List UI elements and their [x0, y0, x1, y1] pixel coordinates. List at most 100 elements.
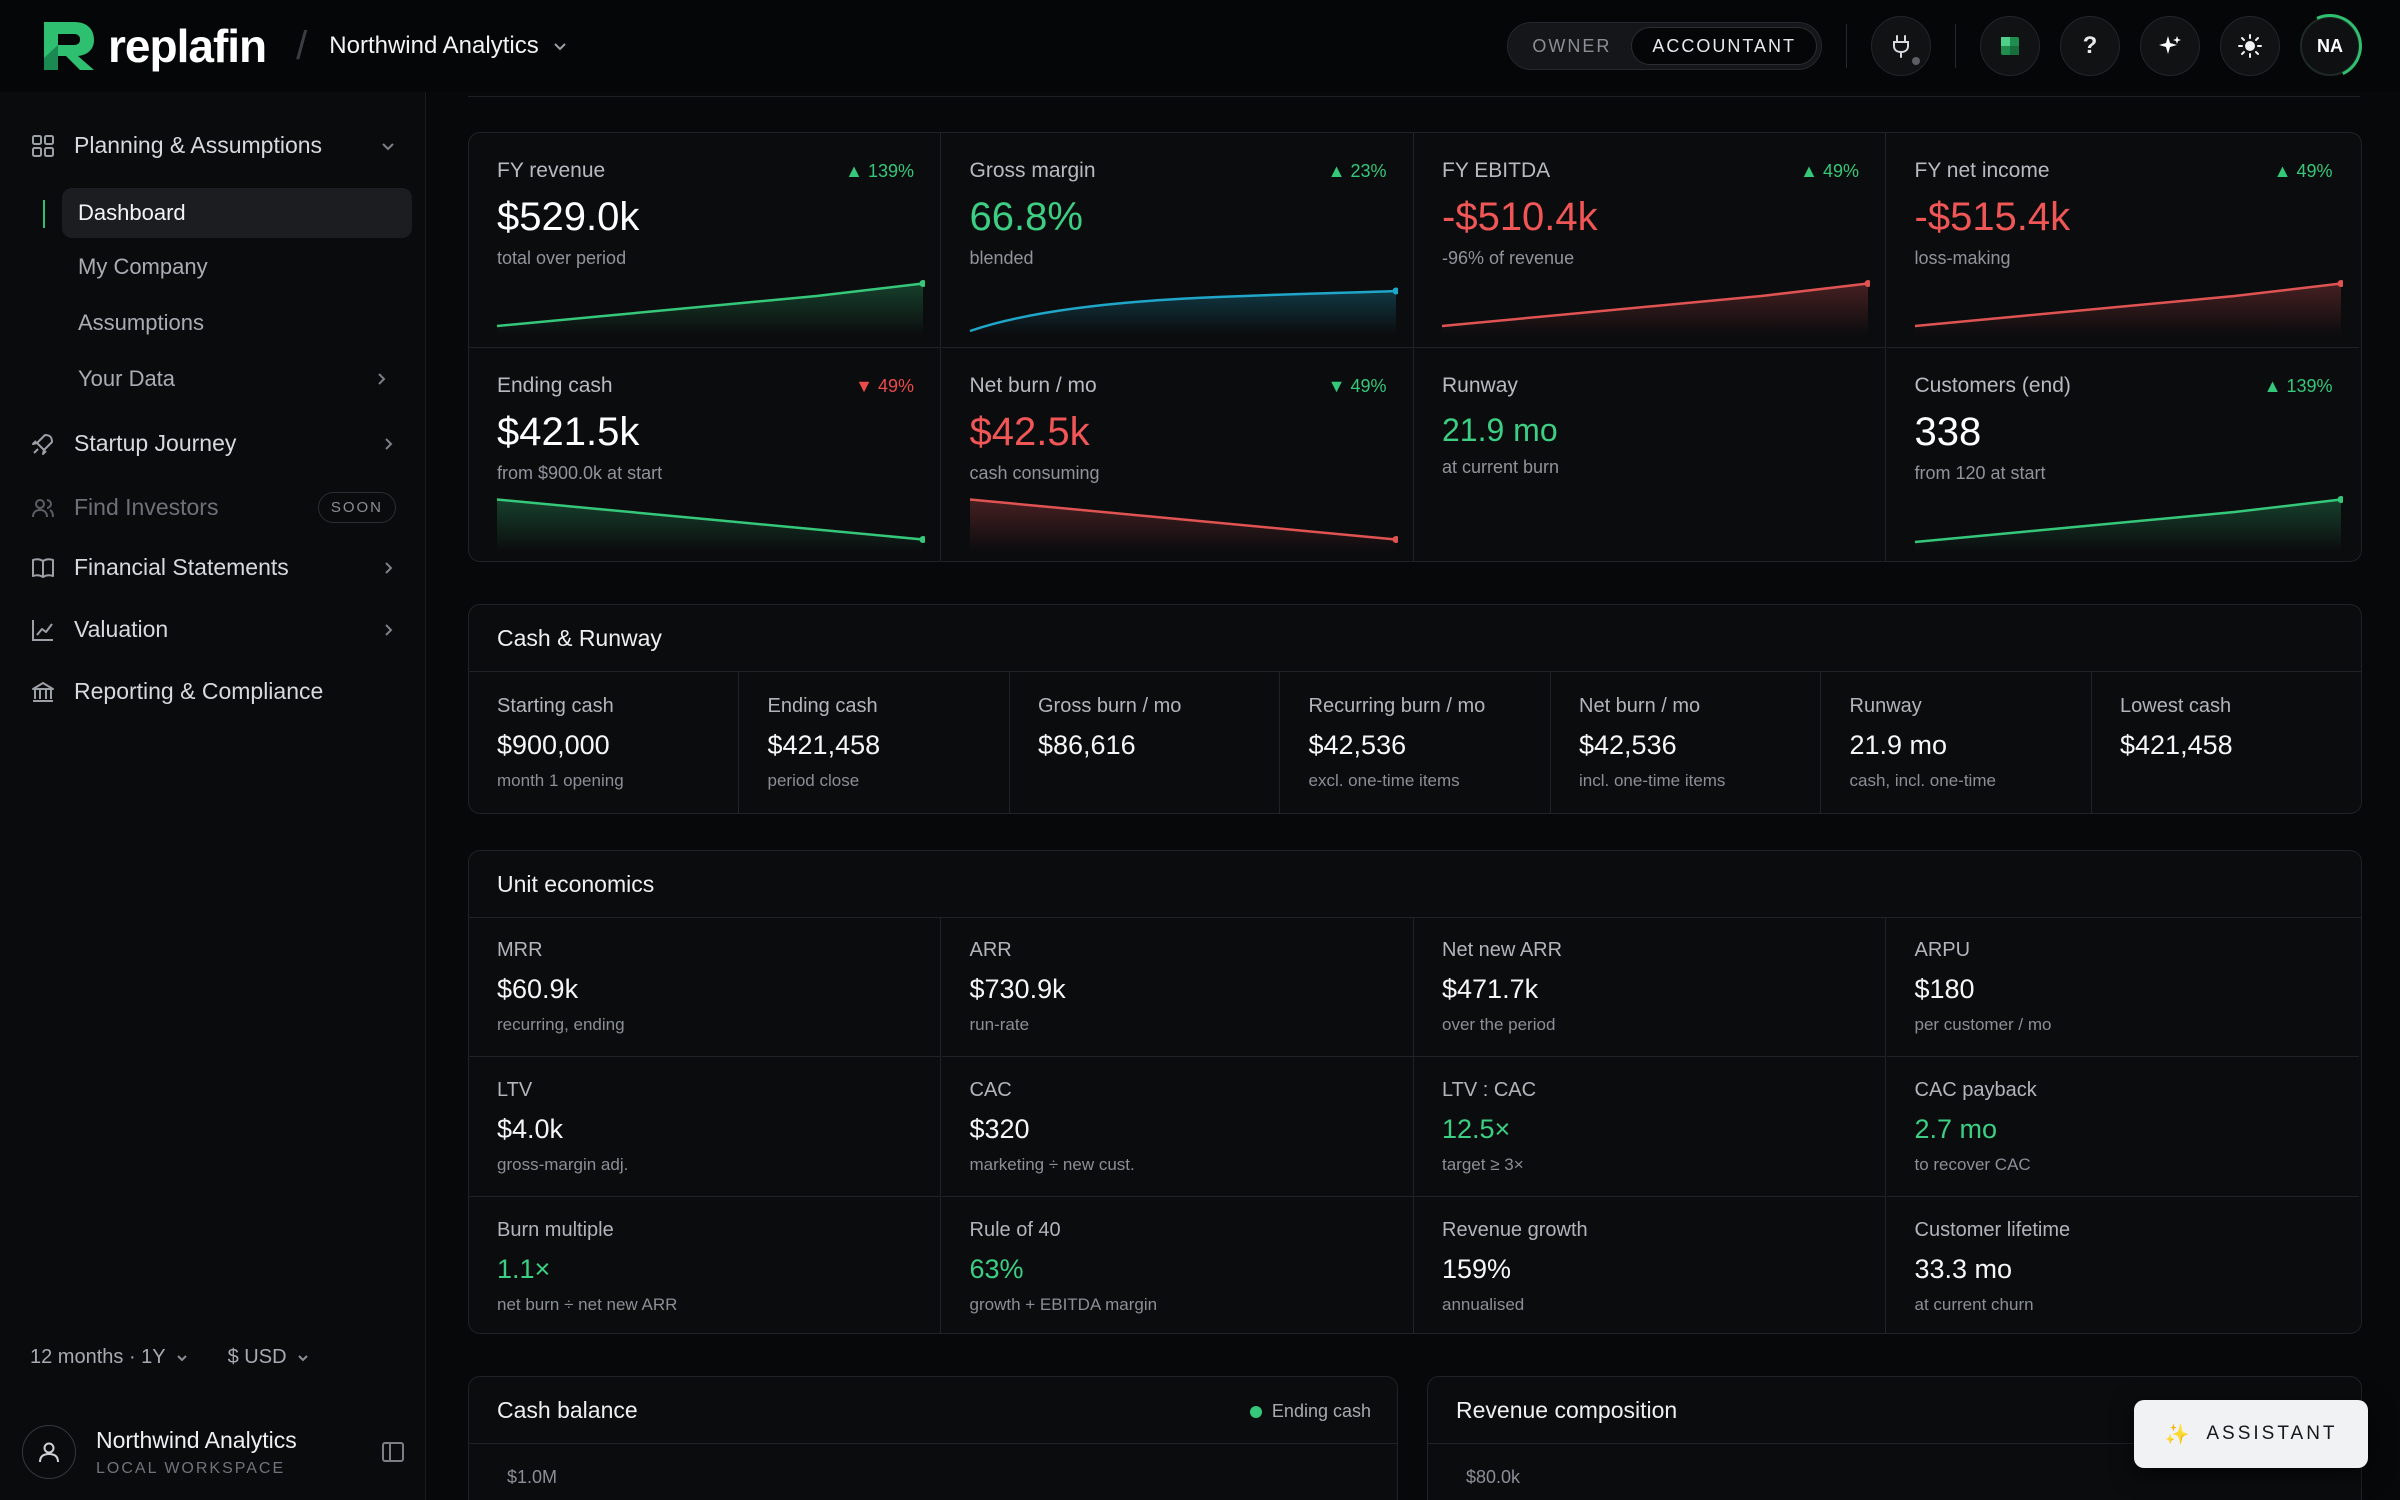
nav-label: Reporting & Compliance [74, 678, 324, 704]
role-owner[interactable]: OWNER [1532, 35, 1612, 56]
cash-balance-card: Cash balance Ending cash $1.0M [468, 1376, 1398, 1500]
metric-value: $86,616 [1038, 730, 1136, 760]
metric-cell: Rule of 40 63% growth + EBITDA margin [942, 1197, 1414, 1333]
sidebar-item-dashboard[interactable]: Dashboard [62, 188, 412, 238]
metric-note: at current churn [1914, 1295, 2034, 1314]
sparkline-end-dot [919, 280, 925, 287]
metric-note: month 1 opening [497, 771, 624, 790]
nav-startup-journey[interactable]: Startup Journey [30, 430, 396, 457]
metric-cell: Net burn / mo $42,536 incl. one-time items [1551, 671, 1821, 813]
metric-note: run-rate [969, 1015, 1030, 1034]
logo-mark-icon [44, 22, 94, 70]
kpi-card[interactable]: FY net income ▲ 49% -$515.4k loss-making [1886, 133, 2359, 348]
kpi-value: -$515.4k [1914, 195, 2071, 239]
logo[interactable]: replafin [40, 18, 267, 74]
help-button[interactable]: ? [2060, 16, 2120, 76]
plug-icon [1893, 35, 1909, 58]
divider [469, 917, 2361, 918]
sparkline-end-dot [1392, 287, 1398, 295]
sparkline [969, 498, 1398, 551]
rocket-icon [32, 433, 53, 455]
company-name: Northwind Analytics [329, 32, 539, 59]
metric-value: 21.9 mo [1849, 730, 1948, 760]
book-icon [32, 557, 54, 578]
metric-note: growth + EBITDA margin [969, 1295, 1158, 1314]
sidebar-item-assumptions[interactable]: Assumptions [62, 298, 412, 348]
kpi-value: 21.9 mo [1442, 412, 1558, 448]
kpi-label: FY net income [1914, 159, 2050, 182]
kpi-note: -96% of revenue [1442, 248, 1575, 268]
metric-value: 1.1× [497, 1254, 551, 1284]
metric-label: Runway [1849, 695, 1922, 717]
metric-value: 159% [1442, 1254, 1512, 1284]
header-divider: / [296, 23, 308, 68]
chart-title: Revenue composition [1456, 1397, 1678, 1423]
nav-financial-statements[interactable]: Financial Statements [30, 554, 396, 581]
currency-select[interactable]: $ USD [228, 1346, 309, 1369]
metric-label: Lowest cash [2120, 695, 2232, 717]
period-select[interactable]: 12 months · 1Y [30, 1346, 188, 1369]
assistant-label: ASSISTANT [2206, 1423, 2338, 1444]
metric-label: ARPU [1914, 939, 1971, 961]
chevron-down-icon [382, 142, 394, 150]
metric-value: $180 [1914, 974, 1975, 1004]
kpi-card[interactable]: Gross margin ▲ 23% 66.8% blended [941, 133, 1414, 348]
sidebar-item-my-company[interactable]: My Company [62, 242, 412, 292]
sparkline-end-dot [919, 536, 925, 543]
sparkline [969, 287, 1398, 335]
user-avatar[interactable]: NA [2300, 16, 2360, 76]
metric-cell: Starting cash $900,000 month 1 opening [469, 671, 739, 813]
nav-valuation[interactable]: Valuation [30, 616, 396, 643]
ai-button[interactable] [2140, 16, 2200, 76]
kpi-label: Runway [1442, 374, 1518, 397]
metric-cell: Revenue growth 159% annualised [1414, 1197, 1886, 1333]
sidebar-item-your-data[interactable]: Your Data [62, 354, 412, 404]
kpi-delta: ▲ 49% [1800, 161, 1859, 181]
section-title: Unit economics [497, 871, 655, 897]
spreadsheet-button[interactable] [1980, 16, 2040, 76]
chevron-right-icon [385, 623, 393, 636]
kpi-label: FY EBITDA [1442, 159, 1551, 182]
toolbar-divider [1955, 24, 1956, 68]
period-currency-selectors: 12 months · 1Y $ USD [30, 1346, 309, 1369]
metric-label: Ending cash [767, 695, 878, 717]
chevron-down-icon [176, 1354, 187, 1361]
sidebar-item-label: Assumptions [78, 310, 204, 335]
kpi-card[interactable]: FY revenue ▲ 139% $529.0k total over period [469, 133, 941, 348]
kpi-value: $421.5k [497, 410, 640, 454]
metric-cell: Gross burn / mo $86,616 [1010, 671, 1280, 813]
kpi-card[interactable]: Net burn / mo ▼ 49% $42.5k cash consuming [942, 348, 1414, 561]
assistant-button[interactable]: ✨ ASSISTANT [2134, 1400, 2368, 1468]
user-icon [39, 1442, 59, 1463]
kpi-value: 66.8% [969, 195, 1083, 239]
kpi-note: at current burn [1442, 457, 1560, 477]
period-value: 12 months · 1Y [30, 1346, 166, 1368]
nav-planning-label: Planning & Assumptions [74, 132, 323, 158]
integrations-button[interactable] [1871, 16, 1931, 76]
nav-reporting-compliance[interactable]: Reporting & Compliance [30, 678, 396, 705]
metric-value: $42,536 [1579, 730, 1677, 760]
metric-cell: ARPU $180 per customer / mo [1886, 917, 2359, 1057]
chart-legend[interactable]: Ending cash [1249, 1401, 1371, 1422]
nav-find-investors[interactable]: Find Investors SOON [30, 492, 396, 523]
metric-value: $320 [969, 1114, 1030, 1144]
collapse-sidebar-icon[interactable] [380, 1439, 406, 1465]
kpi-card[interactable]: Ending cash ▼ 49% $421.5k from $900.0k at s… [469, 348, 941, 561]
theme-toggle-button[interactable] [2220, 16, 2280, 76]
company-switcher[interactable]: Northwind Analytics [329, 32, 566, 60]
role-accountant[interactable]: ACCOUNTANT [1631, 27, 1817, 65]
kpi-card[interactable]: Runway 21.9 mo at current burn [1414, 348, 1886, 561]
metric-note: cash, incl. one-time [1849, 771, 1996, 790]
legend-dot [1249, 1405, 1262, 1418]
kpi-label: FY revenue [497, 159, 606, 182]
role-toggle: OWNER ACCOUNTANT [1507, 22, 1822, 70]
sparkline [1914, 496, 2343, 551]
metric-label: Recurring burn / mo [1308, 695, 1486, 717]
sparkline-end-dot [1864, 280, 1870, 287]
nav-planning-assumptions[interactable]: Planning & Assumptions [30, 132, 396, 159]
workspace-switcher[interactable]: Northwind Analytics LOCAL WORKSPACE [22, 1412, 406, 1492]
kpi-card[interactable]: Customers (end) ▲ 139% 338 from 120 at star… [1887, 348, 2359, 561]
kpi-card[interactable]: FY EBITDA ▲ 49% -$510.4k -96% of revenue [1414, 133, 1886, 348]
kpi-delta: ▼ 49% [1327, 376, 1387, 396]
kpi-note: loss-making [1914, 248, 2011, 268]
